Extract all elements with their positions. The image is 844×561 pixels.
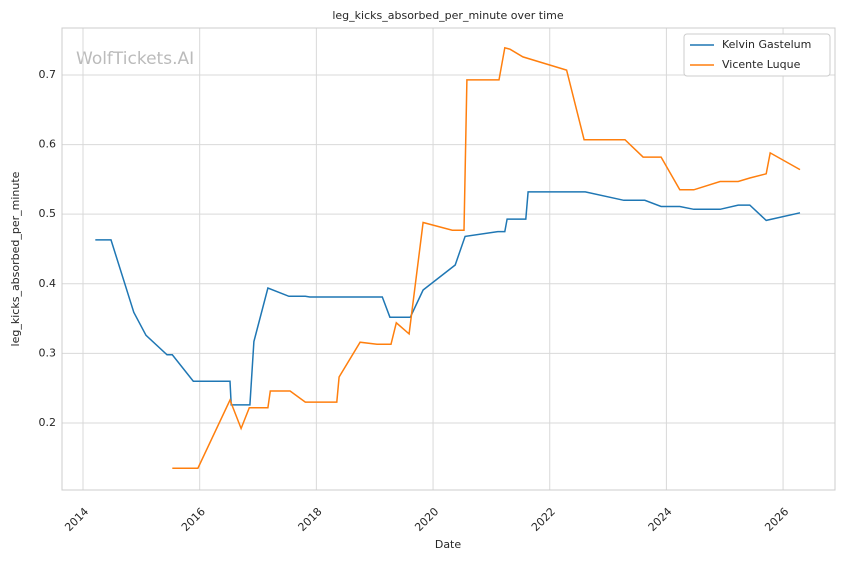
y-tick-label: 0.2 xyxy=(39,416,57,429)
y-tick-label: 0.6 xyxy=(39,138,57,151)
x-tick-label: 2026 xyxy=(762,505,791,534)
y-tick-label: 0.4 xyxy=(39,277,57,290)
y-axis-label: leg_kicks_absorbed_per_minute xyxy=(9,171,22,346)
x-tick-label: 2018 xyxy=(296,505,325,534)
series-line xyxy=(95,191,801,406)
x-axis-label: Date xyxy=(435,538,462,551)
x-tick-label: 2020 xyxy=(412,505,441,534)
legend-label: Kelvin Gastelum xyxy=(722,38,811,51)
chart-title: leg_kicks_absorbed_per_minute over time xyxy=(332,9,563,22)
y-tick-label: 0.3 xyxy=(39,346,57,359)
x-tick-label: 2022 xyxy=(529,505,558,534)
y-tick-label: 0.7 xyxy=(39,68,57,81)
series-line xyxy=(172,46,801,469)
plot-frame xyxy=(61,27,836,491)
x-tick-label: 2024 xyxy=(646,505,675,534)
y-tick-label: 0.5 xyxy=(39,207,57,220)
legend-box xyxy=(683,33,831,77)
watermark: WolfTickets.AI xyxy=(76,49,194,69)
legend-label: Vicente Luque xyxy=(722,58,801,71)
x-tick-label: 2014 xyxy=(62,505,91,534)
x-tick-label: 2016 xyxy=(179,505,208,534)
